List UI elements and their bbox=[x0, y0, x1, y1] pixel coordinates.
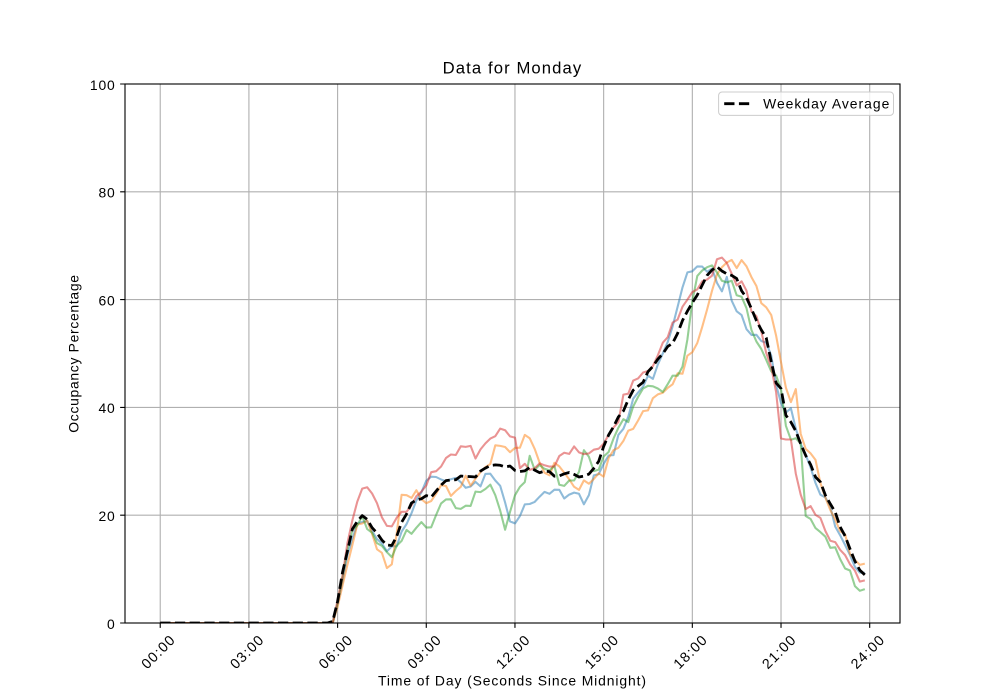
svg-text:100: 100 bbox=[90, 77, 116, 93]
svg-text:80: 80 bbox=[98, 185, 115, 201]
svg-text:20: 20 bbox=[98, 508, 115, 524]
svg-text:40: 40 bbox=[98, 400, 115, 416]
svg-text:Occupancy Percentage: Occupancy Percentage bbox=[65, 274, 81, 432]
svg-text:60: 60 bbox=[98, 292, 115, 308]
svg-text:Time of Day (Seconds Since Mid: Time of Day (Seconds Since Midnight) bbox=[378, 673, 647, 689]
svg-text:Data for Monday: Data for Monday bbox=[443, 58, 583, 77]
svg-text:Weekday Average: Weekday Average bbox=[763, 96, 890, 112]
svg-text:0: 0 bbox=[107, 616, 116, 632]
